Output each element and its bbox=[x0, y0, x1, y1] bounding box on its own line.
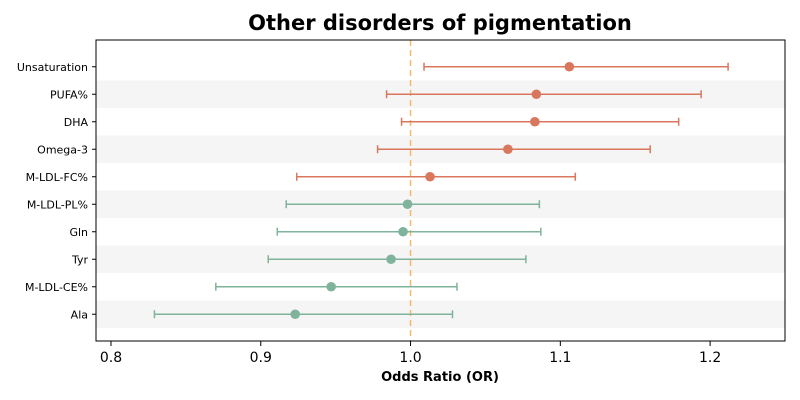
estimate-m-ldl-fc- bbox=[295, 171, 577, 182]
estimate-m-ldl-ce- bbox=[215, 281, 458, 292]
point-estimate bbox=[564, 61, 575, 72]
y-tick-label: M-LDL-CE% bbox=[25, 281, 88, 294]
x-tick-label: 1.0 bbox=[399, 350, 421, 366]
point-estimate bbox=[326, 281, 336, 292]
x-tick-label: 1.1 bbox=[549, 350, 571, 366]
point-estimate bbox=[402, 199, 413, 210]
y-tick-label: DHA bbox=[64, 116, 89, 129]
point-estimate bbox=[290, 309, 301, 320]
estimate-omega-3 bbox=[376, 144, 651, 155]
point-estimate bbox=[386, 254, 396, 265]
x-tick-label: 0.8 bbox=[100, 350, 122, 366]
point-estimate bbox=[398, 226, 408, 237]
data-marks bbox=[153, 61, 729, 320]
y-axis: Unsaturation PUFA% DHA Omega-3 M-LDL-FC% M-LD… bbox=[17, 61, 96, 321]
point-estimate bbox=[503, 144, 513, 155]
estimate-gln bbox=[276, 226, 542, 237]
chart-title: Other disorders of pigmentation bbox=[248, 11, 632, 35]
point-estimate bbox=[425, 171, 435, 182]
x-tick-label: 1.2 bbox=[699, 350, 721, 366]
y-tick-label: Ala bbox=[71, 308, 88, 321]
estimate-ala bbox=[153, 309, 454, 320]
y-tick-label: M-LDL-FC% bbox=[26, 171, 88, 184]
plot-frame bbox=[95, 39, 786, 342]
point-estimate bbox=[531, 89, 542, 100]
y-tick-label: Gln bbox=[69, 226, 88, 239]
estimate-tyr bbox=[267, 254, 527, 265]
estimate-m-ldl-pl- bbox=[285, 199, 541, 210]
estimate-unsaturation bbox=[423, 61, 729, 72]
estimate-pufa- bbox=[385, 89, 702, 100]
x-axis-label: Odds Ratio (OR) bbox=[381, 370, 499, 385]
y-tick-label: Tyr bbox=[71, 253, 89, 266]
y-tick-label: M-LDL-PL% bbox=[27, 198, 88, 211]
y-tick-label: Unsaturation bbox=[17, 61, 88, 74]
y-tick-label: PUFA% bbox=[50, 88, 88, 101]
y-tick-label: Omega-3 bbox=[37, 143, 88, 156]
x-axis: 0.8 0.9 1.0 1.1 1.2 bbox=[100, 341, 721, 366]
point-estimate bbox=[530, 116, 540, 127]
estimate-dha bbox=[400, 116, 680, 127]
x-tick-label: 0.9 bbox=[250, 350, 272, 366]
